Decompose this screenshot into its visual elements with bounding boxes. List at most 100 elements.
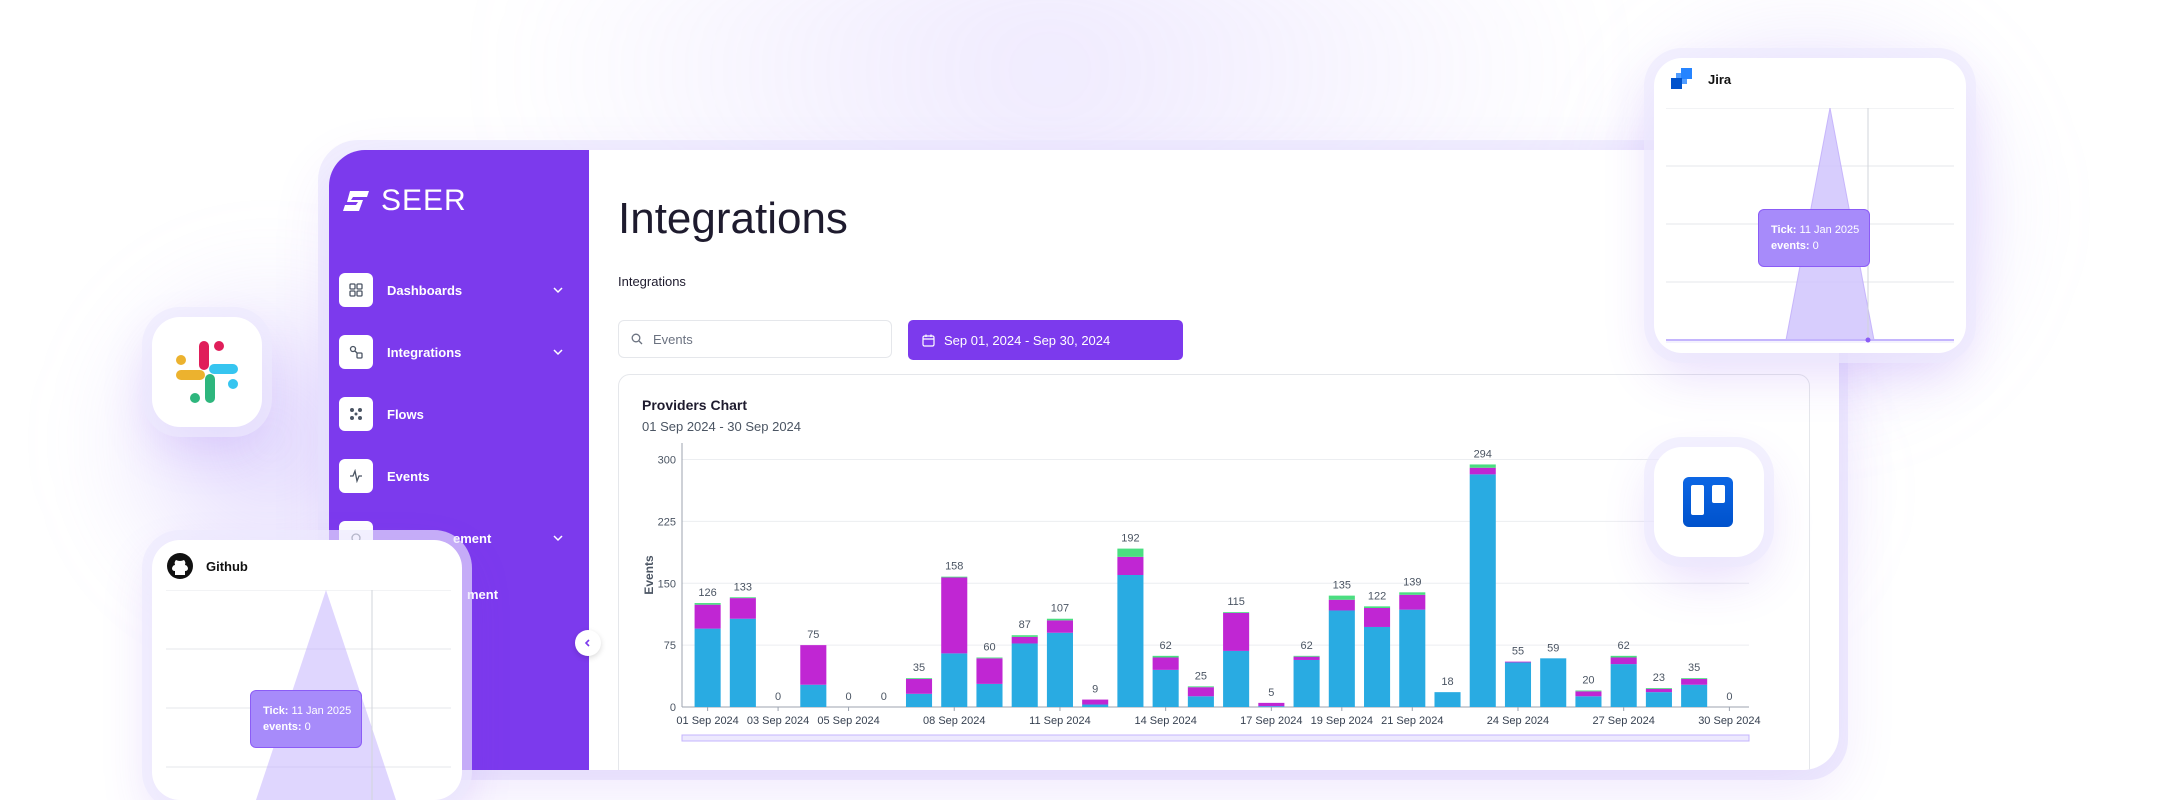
bar-segment-magenta (1504, 661, 1532, 663)
app-window: SEER Dashboards Integrations Flows (329, 150, 1839, 770)
brand-name: SEER (381, 184, 467, 217)
search-input[interactable] (651, 330, 875, 348)
sidebar-item-label: Flows (387, 406, 424, 422)
bar-segment-green (1293, 655, 1320, 657)
bar-segment-green (729, 597, 756, 599)
sidebar-subitem[interactable]: ment (339, 576, 579, 612)
bar-segment-magenta (1152, 657, 1179, 670)
bar-segment-green (1681, 678, 1708, 679)
bar-total-label: 5 (1268, 687, 1274, 699)
bar-segment-green (1117, 548, 1144, 557)
x-tick-label: 14 Sep 2024 (1134, 715, 1196, 727)
bar-segment-green (1399, 592, 1426, 595)
sidebar-item-label: ment (467, 586, 499, 602)
tooltip-events-value: 0 (304, 721, 311, 733)
bar-segment-magenta (1469, 467, 1496, 475)
collapse-sidebar-button[interactable] (575, 630, 601, 656)
jira-active-point (1865, 337, 1871, 343)
bar-total-label: 25 (1195, 670, 1207, 682)
bar-segment-green (1187, 686, 1214, 688)
sidebar-item-label: Integrations (387, 344, 462, 360)
bar-segment-blue (1328, 610, 1355, 707)
chevron-down-icon (553, 287, 563, 294)
bar-segment-magenta (1681, 678, 1708, 685)
slack-integration-card[interactable] (152, 317, 262, 427)
bar-total-label: 139 (1403, 576, 1421, 588)
bar-total-label: 0 (881, 691, 887, 703)
bar-total-label: 75 (807, 629, 819, 641)
tooltip-events-label: events: (263, 721, 302, 733)
bar-segment-blue (1258, 706, 1285, 707)
sidebar-item-dashboards[interactable]: Dashboards (339, 272, 579, 308)
bar-total-label: 192 (1121, 533, 1139, 545)
bar-segment-magenta (694, 604, 721, 629)
bar-total-label: 62 (1618, 640, 1630, 652)
bar-total-label: 87 (1019, 619, 1031, 631)
jira-integration-card[interactable]: Jira Tick: 11 Jan 2025 events: 0 (1654, 58, 1966, 353)
bar-total-label: 62 (1160, 640, 1172, 652)
bar-total-label: 158 (945, 561, 963, 573)
bar-total-label: 122 (1368, 590, 1386, 602)
bar-segment-magenta (1293, 656, 1320, 660)
bar-segment-magenta (1258, 702, 1285, 707)
bar-segment-green (905, 678, 933, 679)
bar-total-label: 18 (1441, 676, 1453, 688)
bar-segment-magenta (800, 645, 827, 685)
github-tooltip: Tick: 11 Jan 2025 events: 0 (250, 690, 362, 748)
jira-card-title: Jira (1708, 72, 1732, 87)
bar-segment-green (1011, 635, 1038, 637)
y-tick-label: 225 (658, 516, 676, 528)
bar-segment-blue (1645, 692, 1672, 707)
bar-segment-blue (1223, 650, 1250, 707)
brand-logo[interactable]: SEER (341, 184, 467, 218)
bar-total-label: 115 (1227, 596, 1245, 608)
x-tick-label: 03 Sep 2024 (747, 715, 809, 727)
tooltip-tick-value: 11 Jan 2025 (291, 705, 352, 717)
calendar-icon (922, 334, 935, 347)
bar-segment-blue (1293, 659, 1320, 707)
bar-total-label: 0 (1726, 691, 1732, 703)
bar-segment-magenta (1575, 691, 1602, 697)
x-tick-label: 08 Sep 2024 (923, 715, 985, 727)
bar-segment-blue (1117, 575, 1144, 707)
bar-total-label: 0 (845, 691, 851, 703)
bar-segment-magenta (1328, 599, 1355, 611)
bar-segment-green (1223, 612, 1250, 613)
date-range-button[interactable]: Sep 01, 2024 - Sep 30, 2024 (908, 320, 1183, 360)
sidebar-item-flows[interactable]: Flows (339, 396, 579, 432)
bar-segment-magenta (1610, 657, 1637, 665)
x-tick-label: 24 Sep 2024 (1487, 715, 1549, 727)
bar-segment-green (1152, 655, 1179, 658)
sidebar-item-integrations[interactable]: Integrations (339, 334, 579, 370)
bar-segment-blue (694, 628, 721, 707)
y-tick-label: 0 (670, 702, 676, 714)
bar-total-label: 294 (1474, 448, 1492, 460)
bar-segment-green (1046, 618, 1073, 621)
trello-integration-card[interactable] (1654, 447, 1764, 557)
bar-segment-magenta (976, 658, 1003, 684)
bar-total-label: 35 (1688, 662, 1700, 674)
sidebar-item-events[interactable]: Events (339, 458, 579, 494)
search-box[interactable] (618, 320, 892, 358)
bar-segment-blue (941, 653, 968, 707)
bar-segment-blue (1681, 684, 1708, 707)
chart-brush (681, 734, 1750, 742)
bar-segment-blue (1364, 626, 1391, 707)
breadcrumb[interactable]: Integrations (618, 274, 686, 289)
bar-segment-blue (976, 683, 1003, 707)
bar-segment-blue (1469, 474, 1496, 707)
sidebar-item-label: Events (387, 468, 430, 484)
bar-segment-magenta (905, 678, 933, 694)
y-tick-label: 75 (664, 640, 676, 652)
bar-segment-blue (1152, 669, 1179, 707)
bar-segment-green (1610, 655, 1637, 658)
bar-total-label: 23 (1653, 672, 1665, 684)
bar-total-label: 135 (1333, 580, 1351, 592)
trello-logo-icon (1683, 477, 1733, 527)
providers-bar-chart: 0 75 150 225 300 Events 126 133 0 75 0 0 35 158 60 87 10… (642, 443, 1761, 742)
tooltip-tick-value: 11 Jan 2025 (1799, 224, 1860, 236)
x-tick-label: 17 Sep 2024 (1240, 715, 1302, 727)
bar-segment-magenta (1117, 556, 1144, 575)
github-integration-card[interactable]: Github Tick: 11 Jan 2025 events: 0 (152, 540, 462, 800)
bar-total-label: 62 (1300, 640, 1312, 652)
